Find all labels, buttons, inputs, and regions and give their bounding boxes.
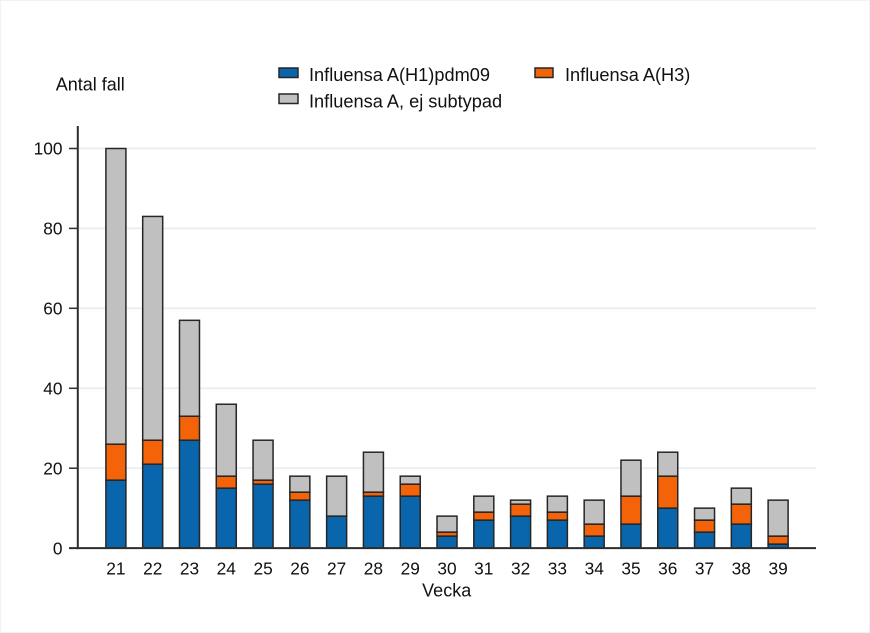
svg-text:25: 25 xyxy=(253,558,272,578)
svg-text:24: 24 xyxy=(217,558,237,578)
svg-text:37: 37 xyxy=(695,558,714,578)
svg-text:Antal fall: Antal fall xyxy=(56,74,125,94)
svg-text:36: 36 xyxy=(658,558,677,578)
svg-text:33: 33 xyxy=(548,558,567,578)
svg-text:38: 38 xyxy=(732,558,751,578)
svg-text:Vecka: Vecka xyxy=(422,581,472,601)
svg-text:Influensa A(H3): Influensa A(H3) xyxy=(565,65,690,85)
svg-text:Influensa A(H1)pdm09: Influensa A(H1)pdm09 xyxy=(309,65,490,85)
svg-text:39: 39 xyxy=(768,558,787,578)
svg-text:21: 21 xyxy=(106,558,125,578)
svg-text:60: 60 xyxy=(43,299,62,319)
svg-text:40: 40 xyxy=(43,379,62,399)
svg-text:35: 35 xyxy=(621,558,640,578)
svg-text:22: 22 xyxy=(143,558,162,578)
svg-text:29: 29 xyxy=(401,558,420,578)
svg-text:31: 31 xyxy=(474,558,493,578)
svg-text:26: 26 xyxy=(290,558,309,578)
svg-text:27: 27 xyxy=(327,558,346,578)
svg-text:0: 0 xyxy=(53,538,63,558)
svg-text:30: 30 xyxy=(437,558,456,578)
svg-text:23: 23 xyxy=(180,558,199,578)
svg-text:28: 28 xyxy=(364,558,383,578)
svg-text:100: 100 xyxy=(34,139,63,159)
svg-text:32: 32 xyxy=(511,558,530,578)
svg-text:80: 80 xyxy=(43,219,62,239)
svg-text:34: 34 xyxy=(585,558,605,578)
svg-text:20: 20 xyxy=(43,458,62,478)
svg-text:Influensa A, ej subtypad: Influensa A, ej subtypad xyxy=(309,91,502,111)
